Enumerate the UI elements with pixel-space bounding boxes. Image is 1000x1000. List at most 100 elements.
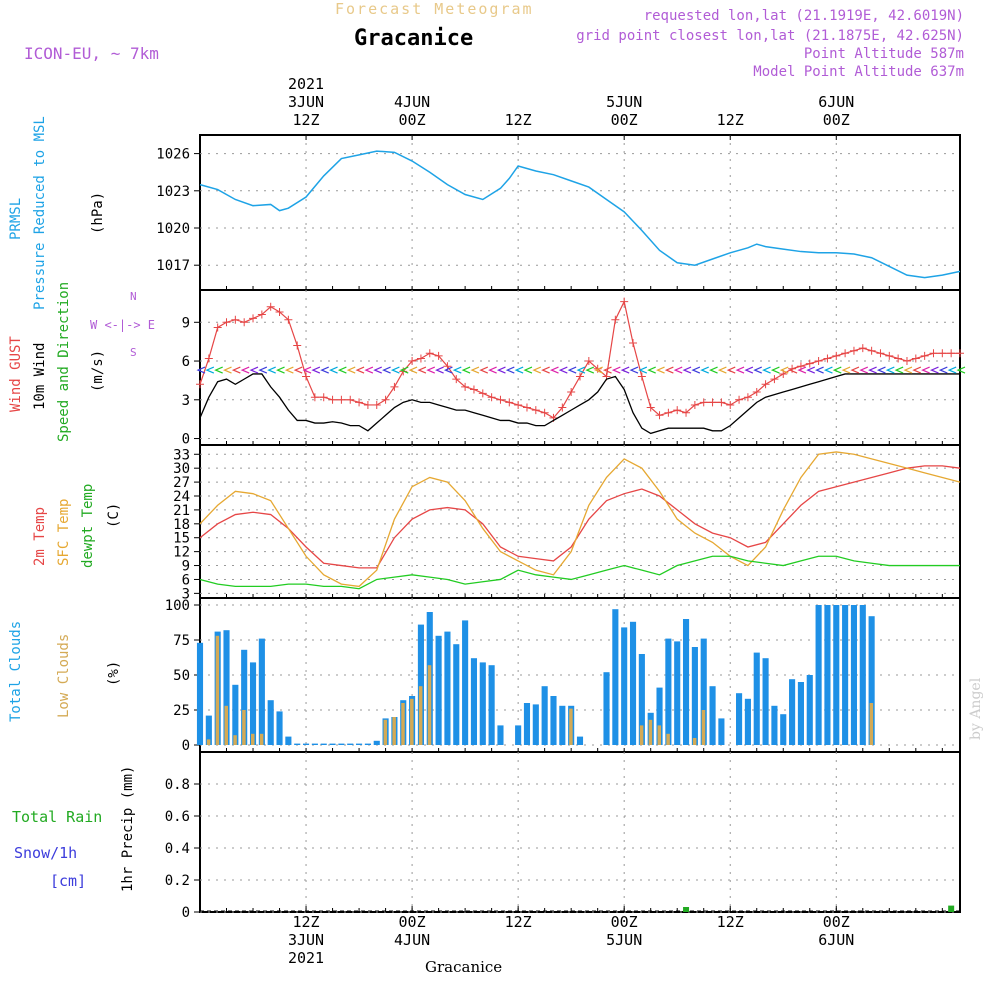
wind-direction-arrow <box>276 366 285 374</box>
gust-marker <box>478 389 487 398</box>
total-cloud-bar <box>435 635 442 745</box>
wind-direction-arrow <box>629 366 639 374</box>
total-cloud-bar <box>806 675 813 745</box>
y-tick-label: 21 <box>173 503 190 519</box>
wind-direction-arrow <box>876 366 886 374</box>
gust-marker <box>275 307 284 316</box>
low-cloud-bar <box>206 739 211 745</box>
wind-direction-arrow <box>903 366 913 374</box>
low-cloud-bar <box>701 710 706 745</box>
wind-direction-arrow <box>382 366 391 374</box>
wind-direction-arrow <box>797 366 807 374</box>
wind-direction-arrow <box>885 366 895 374</box>
wind-direction-arrow <box>664 366 674 374</box>
gust-marker <box>204 354 213 363</box>
wind-direction-arrow <box>541 366 550 374</box>
wind-direction-arrow <box>311 366 321 374</box>
total-cloud-bar <box>833 605 840 745</box>
gust-marker <box>620 297 629 306</box>
gust-marker <box>355 398 364 407</box>
total-cloud-bar <box>850 605 858 745</box>
gust-marker <box>752 388 761 397</box>
wind-direction-arrow <box>284 366 294 374</box>
gust-marker <box>346 395 355 404</box>
gust-marker <box>664 408 673 417</box>
wind-direction-arrow <box>929 366 939 374</box>
low-cloud-bar <box>418 686 423 745</box>
gust-marker <box>372 400 381 409</box>
gust-marker <box>823 354 832 363</box>
gust-marker <box>761 380 770 389</box>
wind-direction-arrow <box>709 366 718 374</box>
gust-marker <box>540 408 549 417</box>
location-title: Gracanice <box>354 26 474 51</box>
panel-frame-wind <box>199 289 961 446</box>
wind-direction-arrow <box>470 366 480 374</box>
gust-marker <box>558 403 567 412</box>
y-tick-label: 15 <box>173 531 190 547</box>
total-cloud-bar <box>656 687 663 745</box>
gust-marker <box>319 393 328 402</box>
gust-marker <box>390 382 399 391</box>
wind-direction-arrow <box>337 366 347 374</box>
total-cloud-bar <box>329 743 336 745</box>
gust-marker <box>708 398 717 407</box>
total-cloud-bar <box>417 624 424 745</box>
gust-marker <box>328 395 337 404</box>
gust-marker <box>735 395 744 404</box>
point-altitude: Point Altitude 587m <box>803 46 964 62</box>
low-cloud-bar <box>251 733 255 745</box>
wind-direction-arrow <box>638 366 648 374</box>
low-cloud-bar <box>869 703 874 745</box>
gust-marker <box>496 395 505 404</box>
low-cloud-bar <box>648 719 653 745</box>
time-axis-label: 3JUN <box>287 93 325 111</box>
low-cloud-bar <box>392 717 396 745</box>
gust-marker <box>487 393 496 402</box>
gust-marker <box>284 315 293 324</box>
wind-direction-arrow <box>647 366 656 374</box>
wind-direction-arrow <box>611 366 621 374</box>
wind-direction-arrow <box>753 366 762 374</box>
gust-marker <box>920 351 929 360</box>
wind-direction-arrow <box>346 366 356 374</box>
wind-direction-arrow <box>567 366 577 374</box>
total-cloud-bar <box>550 696 557 745</box>
time-axis-label: 00Z <box>398 913 426 931</box>
y-tick-label: 3 <box>182 586 190 602</box>
y-tick-label: 3 <box>182 393 190 409</box>
total-cloud-bar <box>497 725 504 745</box>
gust-marker <box>832 351 841 360</box>
gust-line <box>199 299 960 419</box>
low-cloud-bar <box>639 725 644 745</box>
pressure-line <box>199 150 961 279</box>
total-cloud-bar <box>621 627 628 745</box>
wind-direction-arrow <box>576 366 586 374</box>
low-cloud-bar <box>242 710 246 745</box>
total-cloud-bar <box>285 736 292 745</box>
total-cloud-bar <box>523 703 531 745</box>
compass-north: N <box>130 290 137 303</box>
wind-direction-arrow <box>408 366 418 374</box>
wind-direction-arrow <box>549 366 559 374</box>
low-cloud-bar <box>666 733 670 745</box>
gust-marker <box>885 351 894 360</box>
gust-marker <box>461 382 470 391</box>
wind-direction-arrow <box>779 366 789 374</box>
wind-direction-arrow <box>859 366 869 374</box>
wind-direction-arrow <box>770 366 780 374</box>
total-cloud-bar <box>665 638 672 745</box>
wind-direction-arrow <box>214 366 223 374</box>
wind-direction-arrow <box>329 366 338 374</box>
title-top: Forecast Meteogram <box>335 0 534 18</box>
low-cloud-bar <box>410 698 414 745</box>
wind-direction-arrow <box>435 366 444 374</box>
wind-direction-arrow <box>700 366 709 374</box>
wind-direction-arrow <box>585 366 595 374</box>
time-axis-label: 6JUN <box>818 931 855 949</box>
gust-marker <box>381 395 390 404</box>
y-tick-label: 6 <box>182 572 190 588</box>
wind-direction-arrow <box>443 366 453 374</box>
wind-direction-arrow <box>841 366 851 374</box>
y-tick-label: 33 <box>173 447 190 463</box>
